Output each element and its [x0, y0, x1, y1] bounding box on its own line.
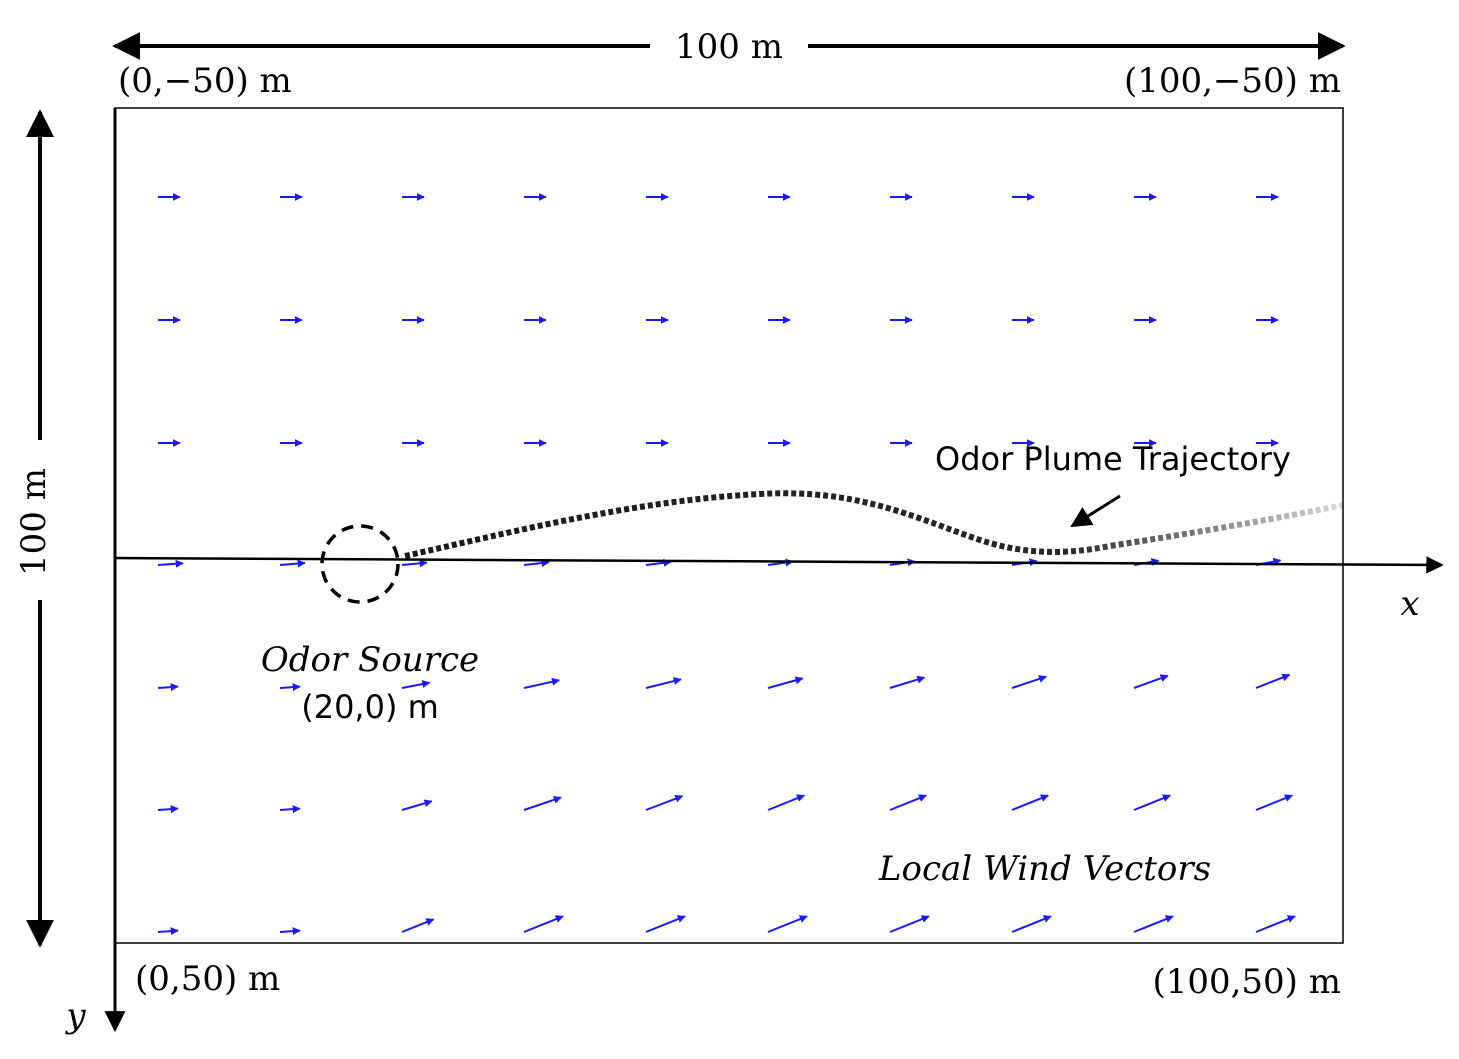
wind-vector [401, 559, 428, 568]
plume-label: Odor Plume Trajectory [935, 440, 1291, 478]
wind-vector [279, 927, 301, 936]
wind-vector [1133, 794, 1171, 811]
wind-vector [1255, 915, 1296, 933]
source-label: Odor Source [261, 640, 479, 680]
plume-trajectory [404, 490, 1344, 559]
wind-vector [523, 795, 562, 811]
wind-vector [767, 915, 808, 933]
wind-vector [401, 918, 435, 933]
wind-vector [523, 677, 560, 689]
x-axis [114, 556, 1444, 574]
wind-vector [1255, 673, 1291, 689]
wind-vector [1133, 915, 1174, 933]
wind-vector [889, 915, 930, 933]
domain-box [114, 107, 1344, 944]
wind-vector [1133, 674, 1169, 689]
wind-vector [645, 677, 682, 689]
wind-vector [889, 794, 927, 811]
wind-vector [279, 683, 301, 692]
x-axis-label: x [1400, 584, 1419, 624]
wind-vector [279, 559, 306, 568]
odor-source-circle [320, 524, 400, 604]
wind-vector [1011, 675, 1047, 689]
wind-vectors [157, 193, 1296, 936]
wind-vector [157, 559, 184, 568]
wind-vector [1255, 794, 1293, 811]
plume-pointer [1070, 494, 1121, 528]
wind-vector [889, 675, 926, 689]
wind-vector [279, 805, 301, 814]
wind-vector [1011, 915, 1052, 933]
corner-label: (0,−50) m [118, 61, 292, 101]
wind-vector [157, 805, 179, 814]
corner-label: (100,50) m [1152, 962, 1341, 1002]
wind-vector [645, 915, 686, 933]
wind-vector [1011, 794, 1049, 811]
wind-label: Local Wind Vectors [878, 849, 1211, 889]
wind-vector [767, 676, 804, 689]
wind-vector [523, 915, 564, 933]
wind-vector [767, 794, 805, 811]
width-label: 100 m [675, 27, 783, 67]
wind-vector [401, 680, 431, 689]
source-position: (20,0) m [301, 688, 439, 726]
wind-vector [157, 927, 179, 936]
wind-vector [157, 683, 179, 692]
wind-vector [401, 799, 433, 811]
height-label: 100 m [14, 468, 54, 576]
corner-label: (100,−50) m [1124, 61, 1341, 101]
y-axis-label: y [64, 996, 86, 1036]
wind-vector [523, 559, 550, 568]
corner-label: (0,50) m [135, 959, 280, 999]
wind-vector [645, 794, 684, 811]
wind-vector [645, 558, 672, 567]
